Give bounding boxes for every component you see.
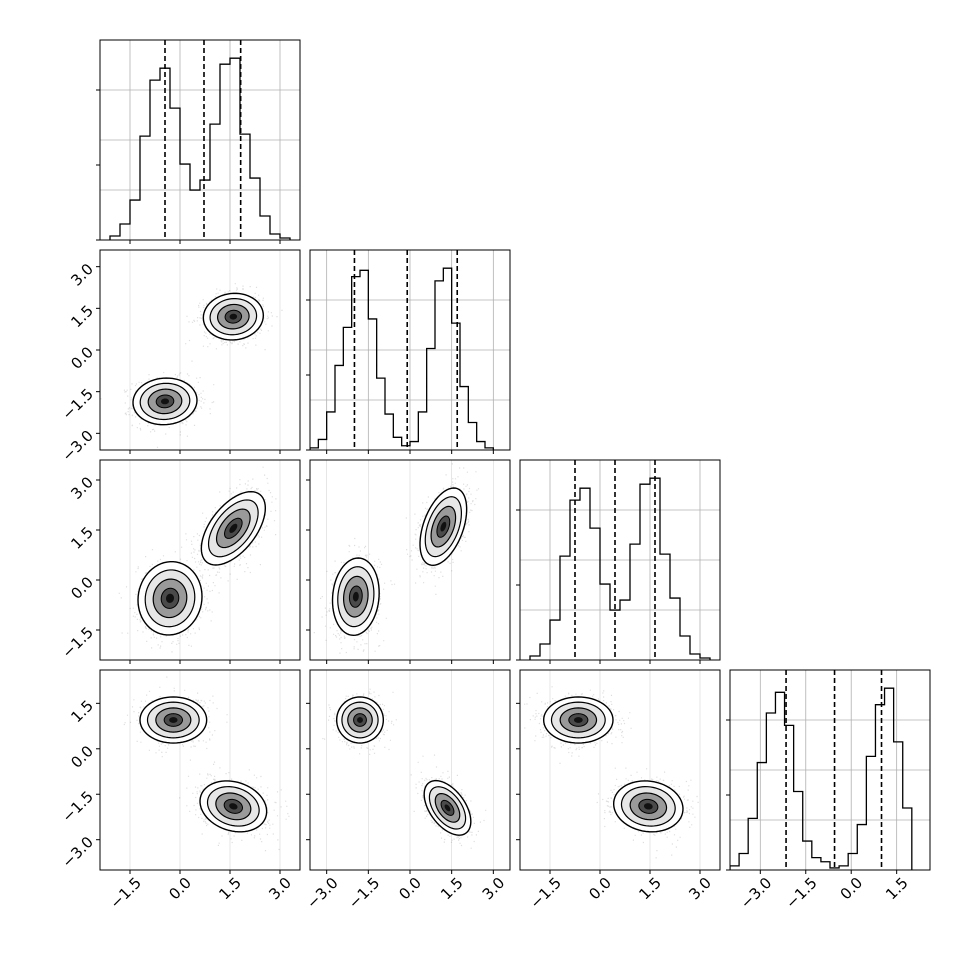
histogram-steps-0 <box>109 57 291 240</box>
y-tick-label: 1.5 <box>67 523 97 553</box>
density-peak <box>440 521 447 532</box>
panel-frame <box>729 669 931 871</box>
x-tick-label: −1.5 <box>782 874 820 912</box>
scatter-points <box>123 676 290 852</box>
histogram-panel-0 <box>96 39 301 241</box>
x-tick-label: 1.5 <box>635 874 665 904</box>
density-mode-0 <box>137 560 203 636</box>
x-tick-label: 0.0 <box>395 874 425 904</box>
y-tick-label: −3.0 <box>59 833 97 871</box>
panel-frame <box>99 39 301 241</box>
density-mode-0 <box>335 696 385 744</box>
density-peak <box>352 591 359 602</box>
x-tick-label: −3.0 <box>303 874 341 912</box>
y-tick-label: −3.0 <box>59 427 97 465</box>
x-tick-label: 1.5 <box>882 874 912 904</box>
density-mode-1 <box>423 779 472 836</box>
density-mode-1 <box>612 780 684 833</box>
histogram-steps-3 <box>730 687 913 870</box>
y-tick-label: 3.0 <box>67 260 97 290</box>
density-peak <box>644 803 653 810</box>
panel-frame <box>519 459 721 661</box>
x-tick-label: 3.0 <box>265 874 295 904</box>
x-tick-label: −1.5 <box>526 874 564 912</box>
x-tick-label: 0.0 <box>585 874 615 904</box>
y-tick-label: −1.5 <box>59 623 97 661</box>
density-peak <box>229 313 238 320</box>
y-tick-label: 0.0 <box>67 573 97 603</box>
density-mode-0 <box>139 696 208 744</box>
x-tick-label: −1.5 <box>106 874 144 912</box>
histogram-steps-2 <box>529 477 711 660</box>
density-mode-1 <box>419 487 468 567</box>
density-peak <box>166 593 174 603</box>
y-tick-label: 3.0 <box>67 473 97 503</box>
density-peak <box>574 717 583 723</box>
histogram-panel-2 <box>516 459 721 661</box>
density-mode-1 <box>200 490 267 566</box>
histogram-steps-1 <box>310 267 494 450</box>
density-mode-0 <box>331 557 380 637</box>
histogram-panel-1 <box>306 249 511 451</box>
scatter-panel-2-0 <box>99 459 301 661</box>
y-tick-label: 1.5 <box>67 302 97 332</box>
density-peak <box>229 803 238 810</box>
density-mode-0 <box>132 377 198 426</box>
density-peak <box>357 717 363 723</box>
density-peak <box>169 717 178 723</box>
x-tick-label: 3.0 <box>685 874 715 904</box>
x-tick-label: 0.0 <box>165 874 195 904</box>
x-tick-label: 1.5 <box>215 874 245 904</box>
density-mode-1 <box>202 292 265 341</box>
x-tick-label: −1.5 <box>345 874 383 912</box>
panel-frame <box>99 459 301 661</box>
histogram-panel-3 <box>726 669 931 871</box>
y-tick-label: 0.0 <box>67 343 97 373</box>
scatter-panel-3-1 <box>309 669 511 871</box>
panel-frame <box>99 669 301 871</box>
x-tick-label: 0.0 <box>837 874 867 904</box>
density-mode-1 <box>199 780 268 833</box>
density-mode-0 <box>542 696 614 744</box>
panel-frame <box>519 669 721 871</box>
density-peak <box>444 804 451 812</box>
y-tick-label: −1.5 <box>59 788 97 826</box>
density-peak <box>229 523 238 533</box>
x-tick-label: 3.0 <box>479 874 509 904</box>
scatter-panel-2-1 <box>309 459 511 661</box>
y-tick-label: 1.5 <box>67 697 97 727</box>
y-tick-label: −1.5 <box>59 385 97 423</box>
x-tick-label: −3.0 <box>737 874 775 912</box>
density-peak <box>161 398 169 405</box>
y-tick-label: 0.0 <box>67 742 97 772</box>
x-tick-label: 1.5 <box>437 874 467 904</box>
scatter-panel-1-0 <box>99 249 301 451</box>
scatter-panel-3-0 <box>99 669 301 871</box>
scatter-panel-3-2 <box>519 669 721 871</box>
